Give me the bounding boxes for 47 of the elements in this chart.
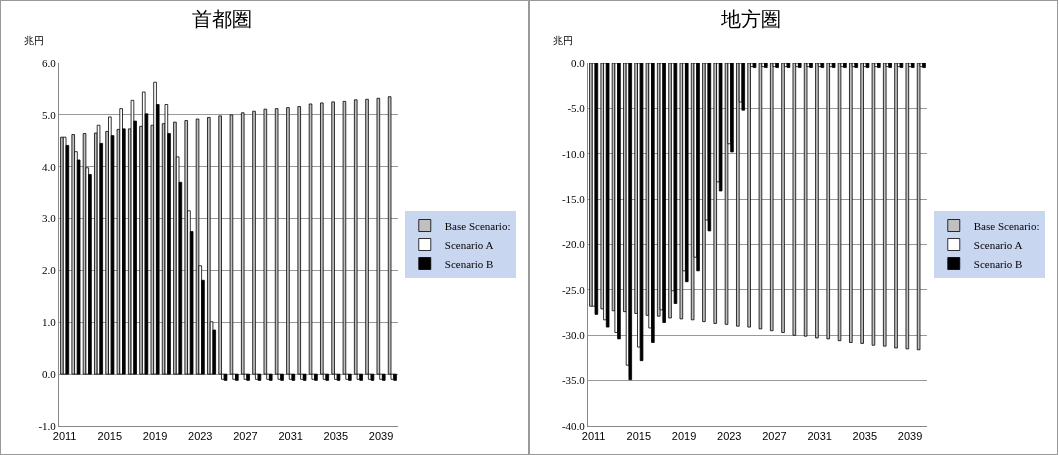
x-tick-label: 2031 xyxy=(278,430,303,443)
bar xyxy=(184,120,188,375)
y-tick-label: -5.0 xyxy=(567,102,586,115)
chart-title: 首都圏 xyxy=(192,7,253,32)
legend-label: Base Scenario: xyxy=(973,219,1040,232)
y-axis-title: 兆円 xyxy=(553,35,573,46)
x-tick-label: 2023 xyxy=(188,430,213,443)
y-tick-label: -1.0 xyxy=(38,419,57,432)
y-tick-label: 3.0 xyxy=(42,212,57,225)
bar xyxy=(195,118,200,375)
legend-label: Scenario B xyxy=(444,257,494,270)
y-tick-label: 6.0 xyxy=(42,56,57,69)
y-tick-label: -25.0 xyxy=(561,283,586,296)
y-tick-label: -10.0 xyxy=(561,147,586,160)
y-tick-label: 4.0 xyxy=(42,160,57,173)
y-tick-label: -30.0 xyxy=(561,329,586,342)
x-tick-label: 2019 xyxy=(671,430,697,443)
y-tick-label: 1.0 xyxy=(42,316,57,329)
y-tick-label: 0.0 xyxy=(42,367,57,380)
y-tick-label: -40.0 xyxy=(561,419,586,432)
x-tick-label: 2019 xyxy=(142,430,168,443)
chart-title: 地方圏 xyxy=(720,7,782,32)
x-tick-label: 2011 xyxy=(52,430,77,443)
legend-label: Scenario A xyxy=(444,238,494,251)
legend-label: Scenario B xyxy=(973,257,1023,270)
y-tick-label: -35.0 xyxy=(561,374,586,387)
x-tick-label: 2031 xyxy=(807,430,832,443)
bar xyxy=(207,117,211,375)
legend-label: Scenario A xyxy=(973,238,1023,251)
y-axis-title: 兆円 xyxy=(24,35,44,46)
y-tick-label: 2.0 xyxy=(42,264,57,277)
x-tick-label: 2015 xyxy=(626,430,652,443)
x-tick-label: 2035 xyxy=(323,430,349,443)
bar xyxy=(173,121,177,375)
legend-label: Base Scenario: xyxy=(444,219,511,232)
x-tick-label: 2015 xyxy=(97,430,123,443)
x-tick-label: 2027 xyxy=(233,430,258,443)
y-tick-label: -20.0 xyxy=(561,238,586,251)
x-tick-label: 2027 xyxy=(762,430,787,443)
x-tick-label: 2039 xyxy=(897,430,923,443)
x-tick-label: 2039 xyxy=(368,430,394,443)
y-tick-label: 0.0 xyxy=(571,56,586,69)
x-tick-label: 2023 xyxy=(717,430,742,443)
y-tick-label: -15.0 xyxy=(561,192,586,205)
x-tick-label: 2011 xyxy=(581,430,606,443)
x-tick-label: 2035 xyxy=(852,430,878,443)
y-tick-label: 5.0 xyxy=(42,108,57,121)
